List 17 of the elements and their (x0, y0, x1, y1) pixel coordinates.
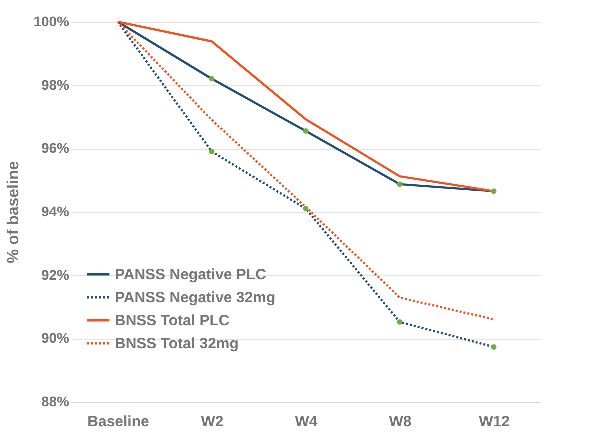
y-tick-label: 94% (41, 204, 70, 220)
x-tick-label: Baseline (88, 414, 150, 430)
y-axis-title: % of baseline (6, 161, 23, 264)
x-tick-label: W2 (201, 414, 224, 430)
legend-label: PANSS Negative 32mg (115, 290, 276, 306)
y-tick-label: 98% (41, 76, 70, 93)
y-tick-label: 88% (41, 394, 70, 410)
y-tick-label: 96% (41, 140, 70, 156)
x-tick-label: W4 (295, 414, 318, 430)
legend-label: BNSS Total PLC (115, 312, 230, 330)
x-tick-label: W12 (479, 414, 510, 430)
legend-label: PANSS Negative PLC (115, 266, 267, 284)
y-tick-label: 100% (34, 14, 70, 30)
y-tick-label: 92% (41, 266, 70, 283)
y-tick-label: 90% (41, 330, 70, 346)
legend-label: BNSS Total 32mg (115, 336, 239, 352)
x-tick-label: W8 (389, 414, 412, 430)
